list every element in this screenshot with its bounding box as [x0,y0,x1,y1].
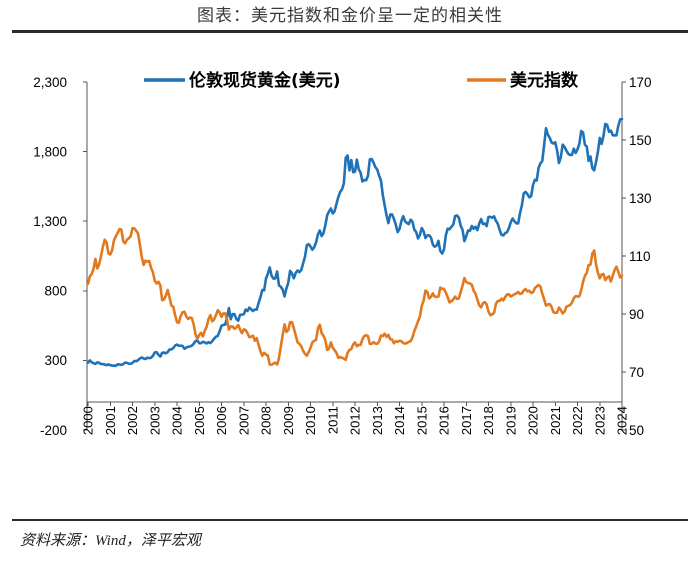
left-y-tick-label: 2,300 [33,75,67,90]
right-y-tick-label: 90 [629,307,644,322]
gold-price-line [86,117,624,368]
x-tick-label: 2022 [570,406,585,435]
legend-label-gold: 伦敦现货黄金(美元) [189,70,341,91]
right-y-tick-label: 170 [629,75,652,90]
right-y-tick-label: 130 [629,191,652,206]
x-tick-label: 2021 [548,406,563,435]
dollar-index-line [86,226,624,367]
left-y-tick-label: 800 [44,284,67,299]
x-tick-label: 2016 [437,406,452,435]
chart-series [86,117,624,368]
x-tick-label: 2007 [236,406,251,435]
x-tick-label: 2014 [392,406,407,435]
source-divider [12,519,688,521]
x-tick-label: 2012 [348,406,363,435]
x-tick-label: 2020 [526,406,541,435]
x-tick-label: 2018 [481,406,496,435]
x-tick-label: 2024 [615,406,630,435]
x-tick-label: 2017 [459,406,474,435]
x-tick-label: 2001 [103,406,118,435]
x-tick-label: 2011 [325,406,340,434]
x-tick-label: 2006 [214,406,229,435]
page-title: 图表：美元指数和金价呈一定的相关性 [197,6,503,26]
chart-axes: -200 300 800 1,300 1,800 2,300 50 70 90 110 130 150… [33,75,651,438]
x-tick-label: 2003 [147,406,162,435]
left-y-tick-label: 300 [44,353,67,368]
x-tick-label: 2010 [303,406,318,435]
x-tick-label: 2004 [170,406,185,435]
x-tick-label: 2023 [592,406,607,435]
legend-label-dollar-index: 美元指数 [510,70,579,91]
right-y-tick-label: 70 [629,365,644,380]
x-tick-label: 2019 [503,406,518,435]
x-tick-label: 2013 [370,406,385,435]
x-tick-label: 2000 [81,406,96,435]
right-y-tick-label: 150 [629,133,652,148]
title-divider [12,30,688,33]
right-y-tick-label: 110 [629,249,651,264]
left-y-tick-label: 1,300 [33,214,67,229]
legend-item-dollar-index: 美元指数 [467,70,579,91]
legend-item-gold: 伦敦现货黄金(美元) [144,70,341,91]
right-y-tick-label: 50 [629,423,644,438]
x-tick-label: 2009 [281,406,296,435]
x-tick-label: 2002 [125,406,140,435]
x-tick-label: 2005 [192,406,207,435]
x-tick-label: 2008 [259,406,274,435]
x-tick-label: 2015 [414,406,429,435]
left-y-tick-label: -200 [40,423,67,438]
source-note: 资料来源：Wind，泽平宏观 [20,533,201,549]
left-y-tick-label: 1,800 [33,144,67,159]
chart-legend: 伦敦现货黄金(美元) 美元指数 [144,70,579,91]
